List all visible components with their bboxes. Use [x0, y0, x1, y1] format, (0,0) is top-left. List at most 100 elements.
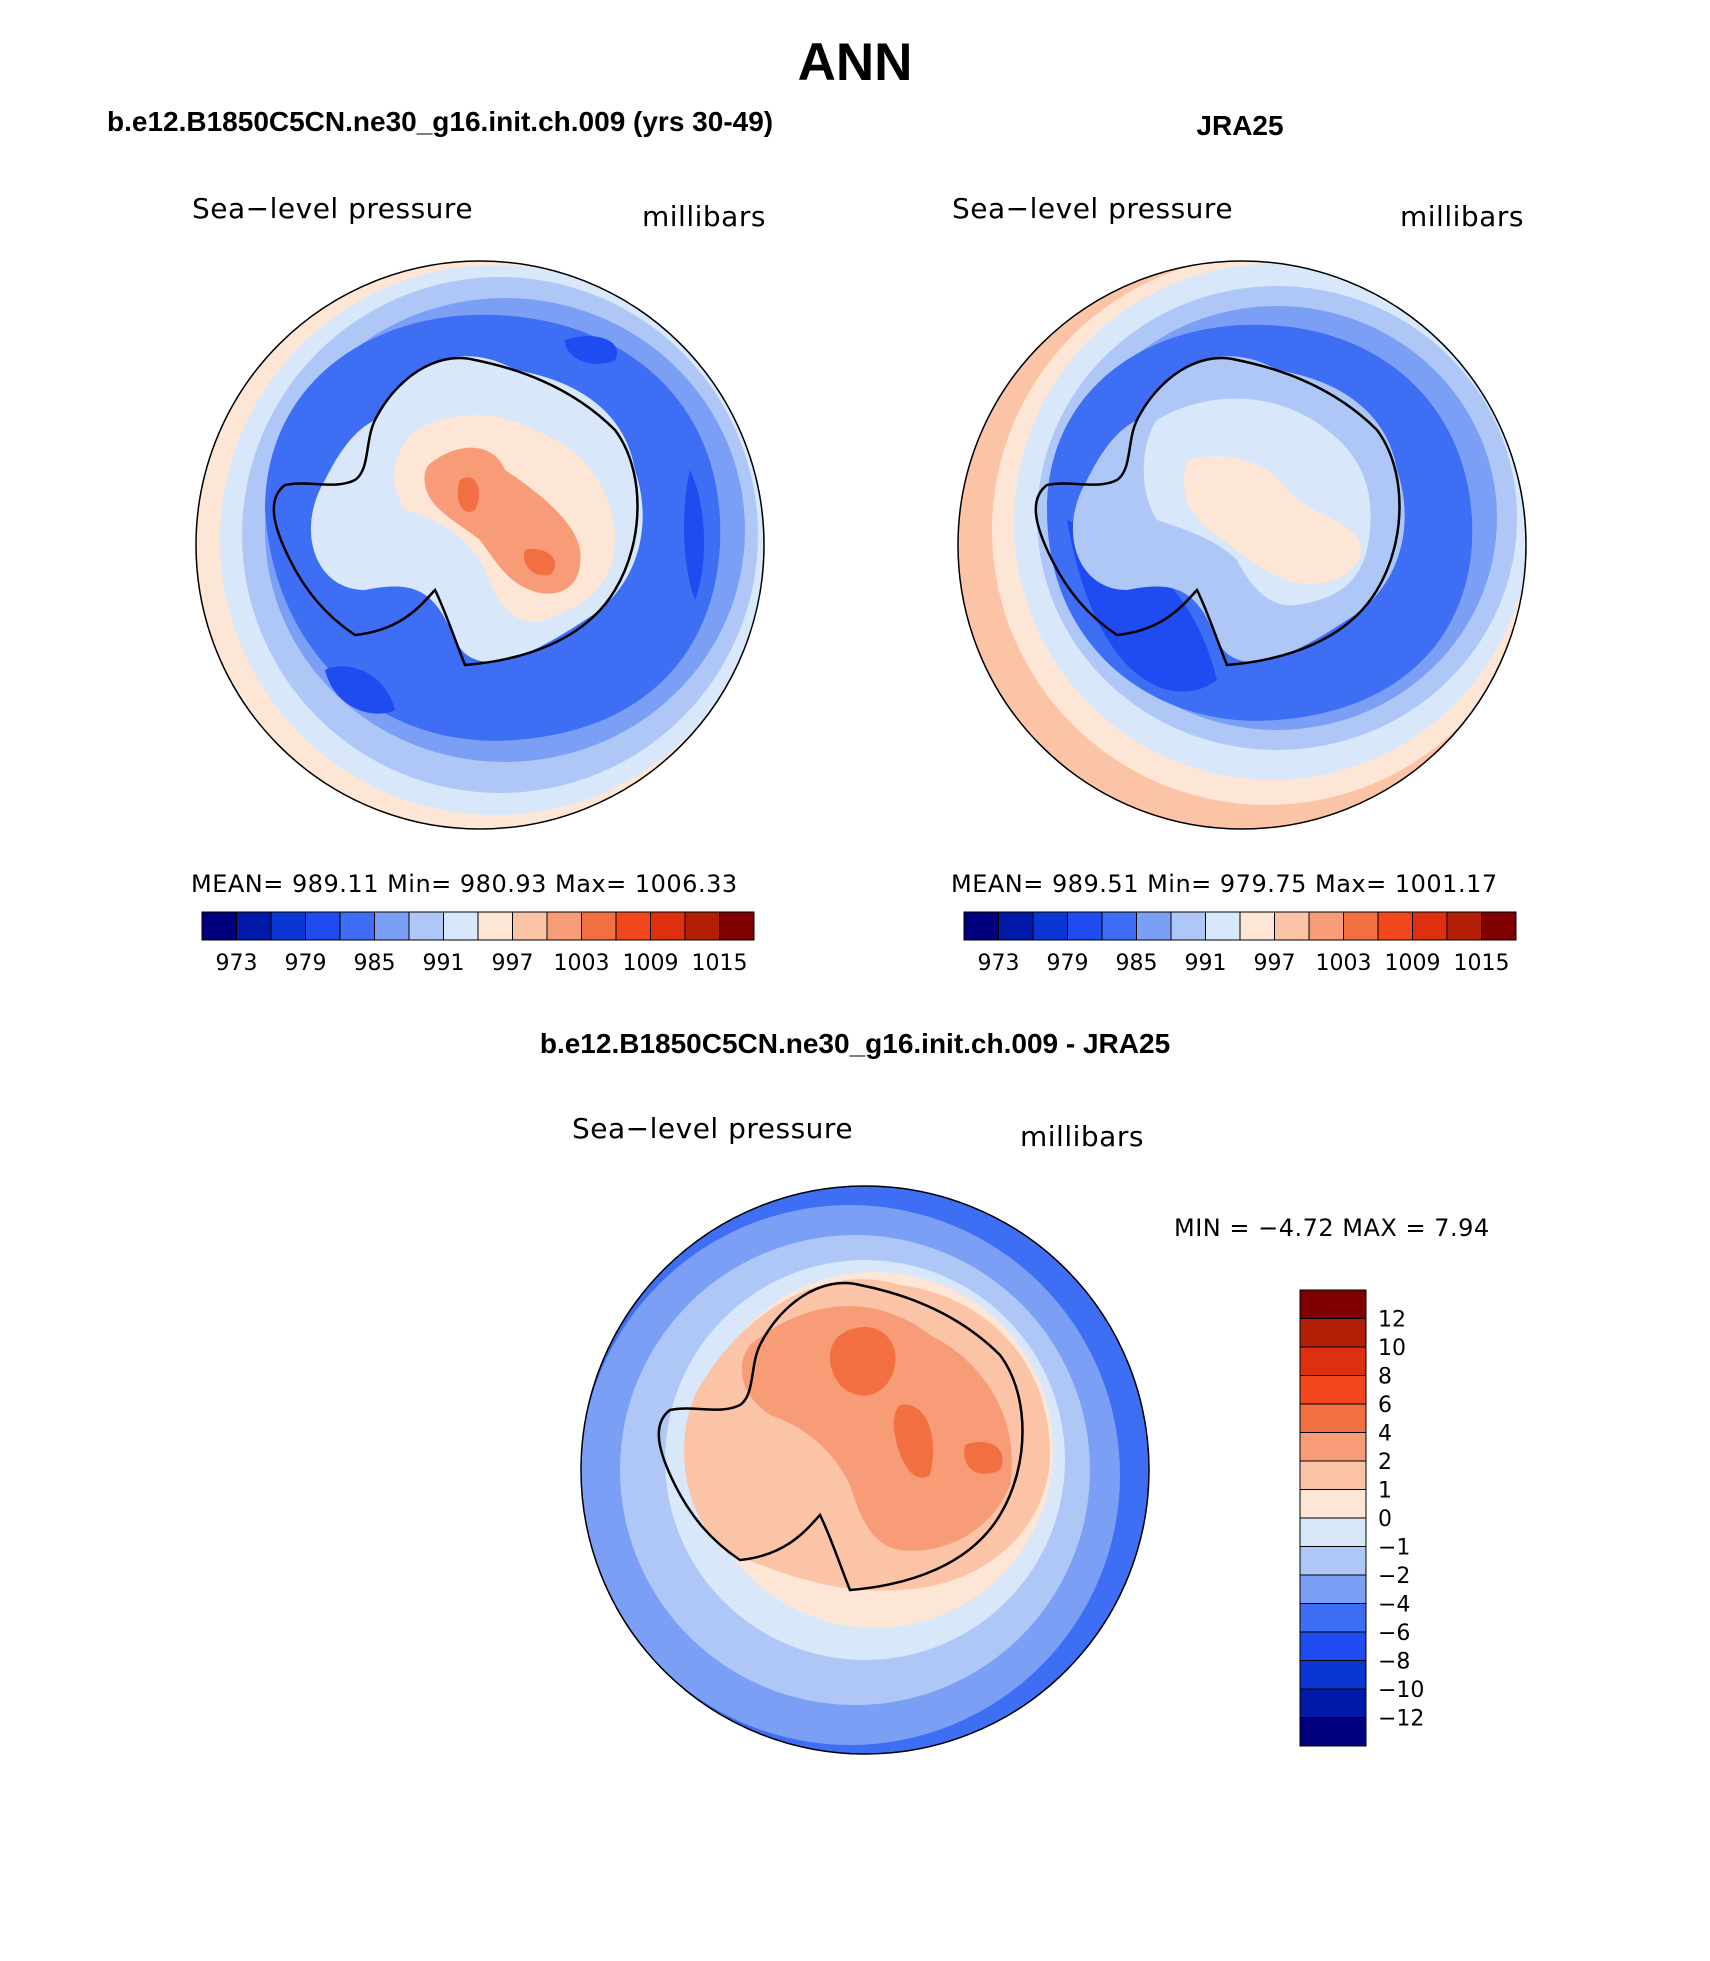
right-colorbar: 973 979 985 991 997 1003 1009 1015 [963, 911, 1517, 976]
left-colorbar-tick-label: 979 [285, 951, 327, 976]
diff-polar-map [580, 1185, 1150, 1755]
left-colorbar-swatch-1 [236, 911, 272, 941]
right-colorbar-swatch-6 [1170, 911, 1206, 941]
left-coastline [272, 356, 639, 667]
right-colorbar-swatch-4 [1101, 911, 1137, 941]
right-colorbar-tick-label: 985 [1116, 951, 1158, 976]
diff-antarctica-contour-3 [829, 1326, 896, 1396]
right-colorbar-swatch-3 [1067, 911, 1103, 941]
right-colorbar-swatch-14 [1446, 911, 1482, 941]
left-colorbar-swatch-10 [546, 911, 582, 941]
left-map-border [195, 260, 765, 830]
left-panel-title: b.e12.B1850C5CN.ne30_g16.init.ch.009 (yr… [107, 106, 774, 137]
diff-colorbar-swatch-13 [1299, 1346, 1367, 1376]
diff-stats: MIN = −4.72 MAX = 7.94 [1174, 1214, 1490, 1242]
right-colorbar-tick-label: 973 [978, 951, 1020, 976]
right-variable-label: Sea−level pressure [952, 192, 1234, 225]
diff-colorbar-swatch-0 [1299, 1717, 1367, 1747]
left-colorbar-swatch-9 [512, 911, 548, 941]
right-panel-title: JRA25 [1196, 110, 1284, 141]
right-colorbar-tick-label: 1015 [1454, 951, 1510, 976]
left-colorbar-swatch-15 [719, 911, 755, 941]
diff-colorbar-tick-label: 2 [1378, 1450, 1392, 1475]
left-colorbar-swatch-2 [270, 911, 306, 941]
left-colorbar-swatch-8 [477, 911, 513, 941]
right-colorbar-swatch-15 [1481, 911, 1517, 941]
right-colorbar-swatch-7 [1205, 911, 1241, 941]
diff-colorbar-swatch-14 [1299, 1318, 1367, 1348]
right-colorbar-swatch-13 [1412, 911, 1448, 941]
diff-colorbar-swatch-8 [1299, 1489, 1367, 1519]
page-title: ANN [797, 33, 913, 92]
diff-colorbar-tick-label: −12 [1378, 1707, 1424, 1732]
right-colorbar-swatch-5 [1136, 911, 1172, 941]
left-colorbar-swatch-6 [408, 911, 444, 941]
diff-colorbar-tick-label: 12 [1378, 1308, 1406, 1333]
right-polar-map [957, 260, 1527, 830]
diff-colorbar-tick-label: −6 [1378, 1621, 1410, 1646]
right-coastline [1034, 356, 1401, 667]
left-colorbar-tick-label: 997 [492, 951, 534, 976]
left-low-core-1 [565, 336, 617, 364]
diff-colorbar-swatch-6 [1299, 1546, 1367, 1576]
diff-units-label: millibars [1020, 1120, 1144, 1153]
right-colorbar-tick-label: 1003 [1316, 951, 1372, 976]
left-colorbar-tick-label: 985 [354, 951, 396, 976]
diff-colorbar-swatch-2 [1299, 1660, 1367, 1690]
right-colorbar-swatch-0 [963, 911, 999, 941]
diff-colorbar-tick-label: 4 [1378, 1422, 1392, 1447]
diff-antarctica-contour-5 [964, 1441, 1003, 1474]
left-colorbar-swatch-11 [581, 911, 617, 941]
left-stats: MEAN= 989.11 Min= 980.93 Max= 1006.33 [191, 870, 738, 898]
left-antarctica-contour-1009b [523, 549, 556, 576]
right-colorbar-tick-label: 1009 [1385, 951, 1441, 976]
left-colorbar-tick-label: 1015 [692, 951, 748, 976]
diff-panel-title: b.e12.B1850C5CN.ne30_g16.init.ch.009 - J… [539, 1028, 1171, 1059]
diff-colorbar-swatch-3 [1299, 1631, 1367, 1661]
diff-colorbar-swatch-10 [1299, 1432, 1367, 1462]
diff-antarctica-contour-2 [741, 1306, 1012, 1551]
left-colorbar-swatch-4 [339, 911, 375, 941]
right-map-border [957, 260, 1527, 830]
diff-colorbar-tick-label: 8 [1378, 1365, 1392, 1390]
right-colorbar-swatch-8 [1239, 911, 1275, 941]
diff-colorbar-tick-label: 1 [1378, 1479, 1392, 1504]
diff-map-border [580, 1185, 1150, 1755]
diff-colorbar-swatch-4 [1299, 1603, 1367, 1633]
left-polar-map [195, 260, 765, 830]
diff-coastline [657, 1281, 1024, 1592]
right-antarctica-contour-1003 [1183, 456, 1362, 584]
left-colorbar-swatch-14 [684, 911, 720, 941]
diff-colorbar-tick-label: −4 [1378, 1593, 1410, 1618]
right-colorbar-swatch-12 [1377, 911, 1413, 941]
diff-colorbar-tick-label: 10 [1378, 1336, 1406, 1361]
left-antarctica-contour-1009 [457, 477, 480, 512]
left-colorbar-tick-label: 1009 [623, 951, 679, 976]
right-colorbar-swatch-1 [998, 911, 1034, 941]
right-units-label: millibars [1400, 200, 1524, 233]
left-colorbar-swatch-12 [615, 911, 651, 941]
diff-antarctica-contour-4 [893, 1404, 934, 1478]
diff-colorbar-swatch-11 [1299, 1403, 1367, 1433]
right-colorbar-swatch-2 [1032, 911, 1068, 941]
left-colorbar-swatch-3 [305, 911, 341, 941]
left-colorbar-tick-label: 991 [423, 951, 465, 976]
left-variable-label: Sea−level pressure [192, 192, 474, 225]
right-colorbar-tick-label: 997 [1254, 951, 1296, 976]
diff-colorbar-tick-label: −1 [1378, 1536, 1410, 1561]
diff-colorbar-tick-label: −2 [1378, 1564, 1410, 1589]
right-colorbar-tick-label: 991 [1185, 951, 1227, 976]
diff-colorbar-swatch-5 [1299, 1574, 1367, 1604]
diff-colorbar-tick-label: −8 [1378, 1650, 1410, 1675]
diff-colorbar-tick-label: 6 [1378, 1393, 1392, 1418]
right-colorbar-swatch-9 [1274, 911, 1310, 941]
diff-colorbar-tick-label: −10 [1378, 1678, 1424, 1703]
left-low-core-3 [325, 666, 395, 714]
right-colorbar-swatch-10 [1308, 911, 1344, 941]
left-colorbar-swatch-7 [443, 911, 479, 941]
left-units-label: millibars [642, 200, 766, 233]
left-colorbar-swatch-0 [201, 911, 237, 941]
left-low-core-2 [683, 470, 705, 600]
diff-colorbar-swatch-1 [1299, 1688, 1367, 1718]
